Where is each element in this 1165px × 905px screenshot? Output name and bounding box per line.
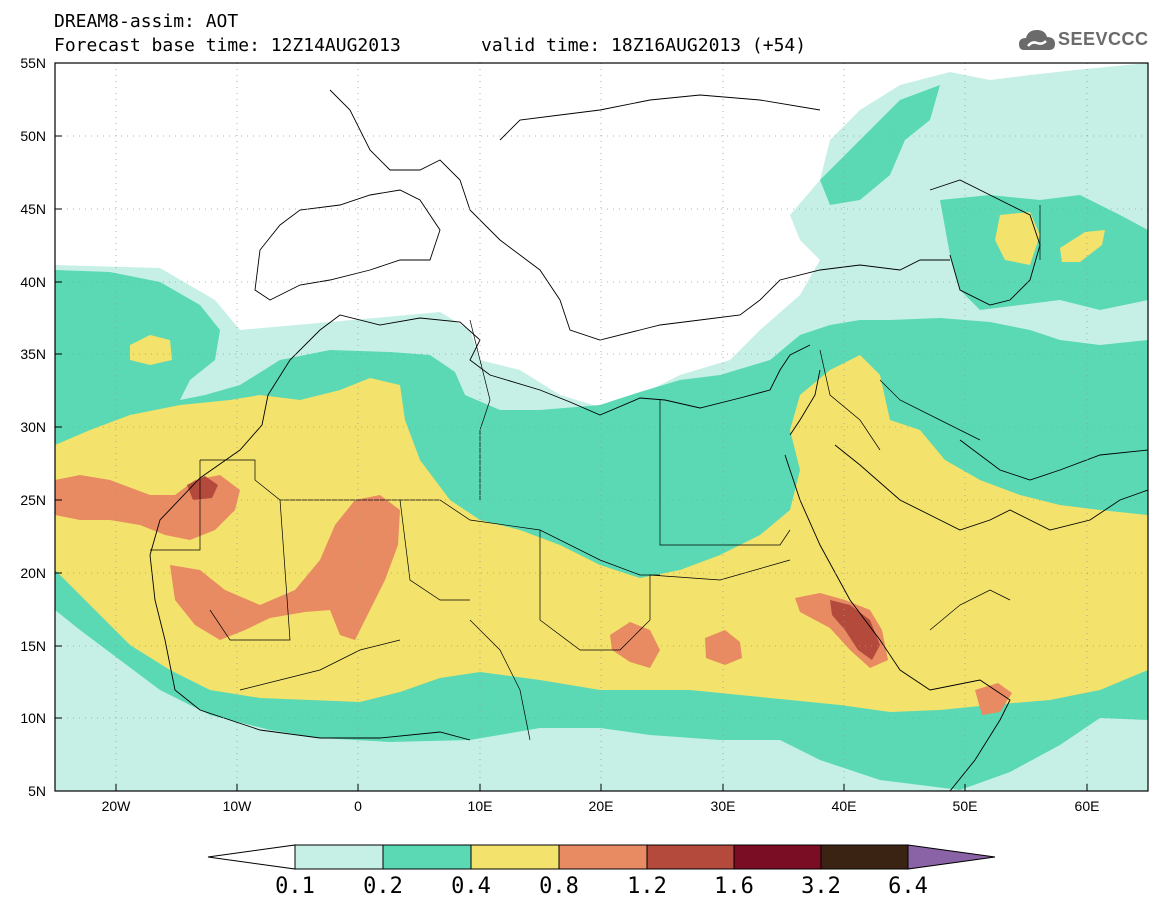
colorbar-bin-7 bbox=[820, 844, 909, 870]
colorbar-bin-4 bbox=[558, 844, 648, 870]
colorbar-label: 0.8 bbox=[539, 874, 579, 899]
axis-ticks bbox=[55, 62, 1088, 792]
lon-label: 60E bbox=[1075, 798, 1100, 814]
lon-label: 10E bbox=[468, 798, 493, 814]
lon-label: 0 bbox=[354, 798, 362, 814]
colorbar-label: 0.1 bbox=[275, 874, 315, 899]
colorbar-labels: 0.1 0.2 0.4 0.8 1.2 1.6 3.2 6.4 bbox=[275, 874, 928, 899]
lat-label: 35N bbox=[20, 346, 46, 362]
aot-contour-0.8 bbox=[55, 475, 1012, 715]
map-plot-area bbox=[55, 63, 1148, 791]
lat-label: 45N bbox=[20, 201, 46, 217]
lon-label: 20E bbox=[589, 798, 614, 814]
map-title: DREAM8-assim: AOT bbox=[54, 11, 239, 32]
colorbar-label: 0.2 bbox=[363, 874, 403, 899]
lon-label: 50E bbox=[953, 798, 978, 814]
colorbar-label: 6.4 bbox=[888, 874, 928, 899]
cloud-icon bbox=[1019, 30, 1055, 50]
lat-label: 10N bbox=[20, 710, 46, 726]
lon-label: 30E bbox=[711, 798, 736, 814]
colorbar bbox=[207, 844, 996, 870]
lat-label: 40N bbox=[20, 274, 46, 290]
colorbar-label: 1.2 bbox=[627, 874, 667, 899]
colorbar-label: 3.2 bbox=[801, 874, 841, 899]
latitude-labels: 55N 50N 45N 40N 35N 30N 25N 20N 15N 10N … bbox=[20, 55, 46, 799]
colorbar-label: 1.6 bbox=[714, 874, 754, 899]
lon-grid bbox=[115, 63, 1088, 791]
lat-label: 50N bbox=[20, 128, 46, 144]
forecast-base-time: Forecast base time: 12Z14AUG2013 bbox=[54, 35, 401, 56]
valid-time: valid time: 18Z16AUG2013 (+54) bbox=[481, 35, 807, 56]
colorbar-above-arrow bbox=[907, 844, 996, 870]
colorbar-bin-6 bbox=[733, 844, 822, 870]
lat-label: 55N bbox=[20, 55, 46, 71]
lon-label: 20W bbox=[102, 798, 132, 814]
lon-label: 10W bbox=[223, 798, 253, 814]
lat-label: 15N bbox=[20, 638, 46, 654]
seevccc-logo bbox=[1018, 24, 1158, 58]
lat-grid bbox=[55, 135, 1148, 719]
colorbar-label: 0.4 bbox=[451, 874, 491, 899]
lat-label: 5N bbox=[28, 783, 46, 799]
colorbar-bin-3 bbox=[470, 844, 560, 870]
lat-label: 25N bbox=[20, 492, 46, 508]
colorbar-bin-1 bbox=[294, 844, 384, 870]
lon-label: 40E bbox=[832, 798, 857, 814]
lat-label: 30N bbox=[20, 419, 46, 435]
colorbar-below-arrow bbox=[207, 844, 296, 870]
longitude-labels: 20W 10W 0 10E 20E 30E 40E 50E 60E bbox=[102, 798, 1100, 814]
lat-label: 20N bbox=[20, 565, 46, 581]
logo-text: SEEVCCC bbox=[1058, 29, 1149, 49]
coastlines bbox=[149, 89, 1148, 791]
colorbar-bin-5 bbox=[646, 844, 735, 870]
colorbar-bin-2 bbox=[382, 844, 472, 870]
